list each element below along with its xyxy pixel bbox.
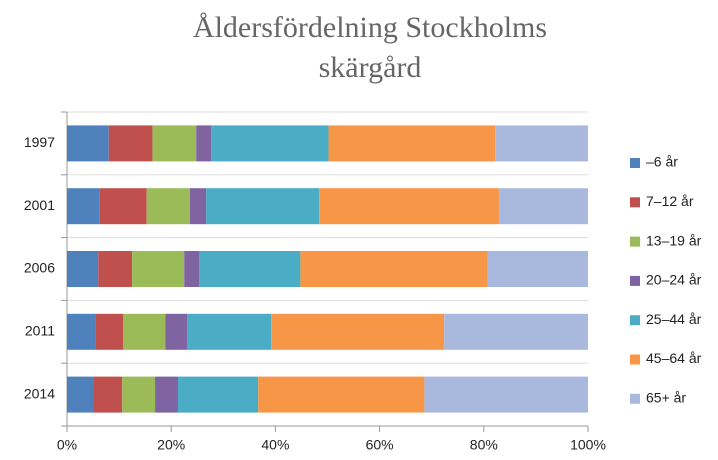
bar-segment [300, 251, 488, 287]
bar-segment [122, 376, 156, 413]
legend-swatch [630, 197, 640, 208]
x-tick-label: 100% [570, 437, 606, 453]
chart-title: Åldersfördelning Stockholms [193, 11, 547, 44]
legend-label: 20–24 år [646, 272, 702, 288]
chart-title: skärgård [319, 51, 422, 84]
x-tick-label: 80% [470, 437, 498, 453]
y-tick-label: 2011 [25, 323, 55, 339]
x-tick-label: 40% [261, 437, 289, 453]
bar-segment [67, 188, 100, 225]
legend-swatch [630, 393, 640, 404]
bar-segment [67, 313, 96, 350]
bar-segment [189, 188, 207, 225]
bar-segment [199, 251, 301, 287]
legend-swatch [630, 158, 640, 168]
bar-segment [152, 125, 197, 162]
legend-label: 25–44 år [646, 311, 702, 327]
bar-segment [93, 376, 123, 413]
bar-segment [67, 376, 94, 413]
bar-segment [495, 125, 588, 162]
bar-segment [211, 125, 329, 162]
bar-segment [498, 188, 588, 225]
y-tick-label: 1997 [24, 134, 55, 150]
bar-segment [206, 188, 320, 225]
bar-segment [319, 188, 499, 225]
bar-segment [258, 376, 425, 413]
bar-segment [196, 125, 212, 162]
y-tick-label: 2001 [24, 197, 55, 213]
bar-segment [132, 251, 185, 287]
legend-label: –6 år [646, 154, 678, 170]
legend-swatch [630, 354, 640, 365]
legend-label: 13–19 år [646, 232, 702, 248]
y-tick-label: 2014 [24, 385, 55, 401]
bar-segment [328, 125, 496, 162]
bar-segment [67, 125, 109, 162]
bar-segment [99, 188, 147, 225]
bar-segment [177, 376, 259, 413]
y-tick-label: 2006 [24, 260, 55, 276]
legend-swatch [630, 275, 640, 286]
bar-segment [98, 251, 133, 287]
bar-segment [165, 313, 188, 350]
legend-label: 45–64 år [646, 350, 702, 366]
legend-swatch [630, 236, 640, 247]
legend-label: 7–12 år [646, 193, 694, 209]
bar-segment [146, 188, 190, 225]
x-tick-label: 60% [366, 437, 394, 453]
bar-segment [187, 313, 272, 350]
bar-segment [123, 313, 166, 350]
legend-swatch [630, 315, 640, 326]
bar-segment [95, 313, 124, 350]
x-tick-label: 0% [57, 437, 77, 453]
legend-label: 65+ år [646, 390, 686, 406]
bar-segment [184, 251, 200, 287]
bar-segment [444, 313, 588, 350]
bar-segment [487, 251, 588, 287]
x-tick-label: 20% [157, 437, 185, 453]
bar-segment [424, 376, 588, 413]
bar-segment [155, 376, 178, 413]
bar-segment [67, 251, 99, 287]
bar-segment [271, 313, 445, 350]
bar-segment [108, 125, 153, 162]
